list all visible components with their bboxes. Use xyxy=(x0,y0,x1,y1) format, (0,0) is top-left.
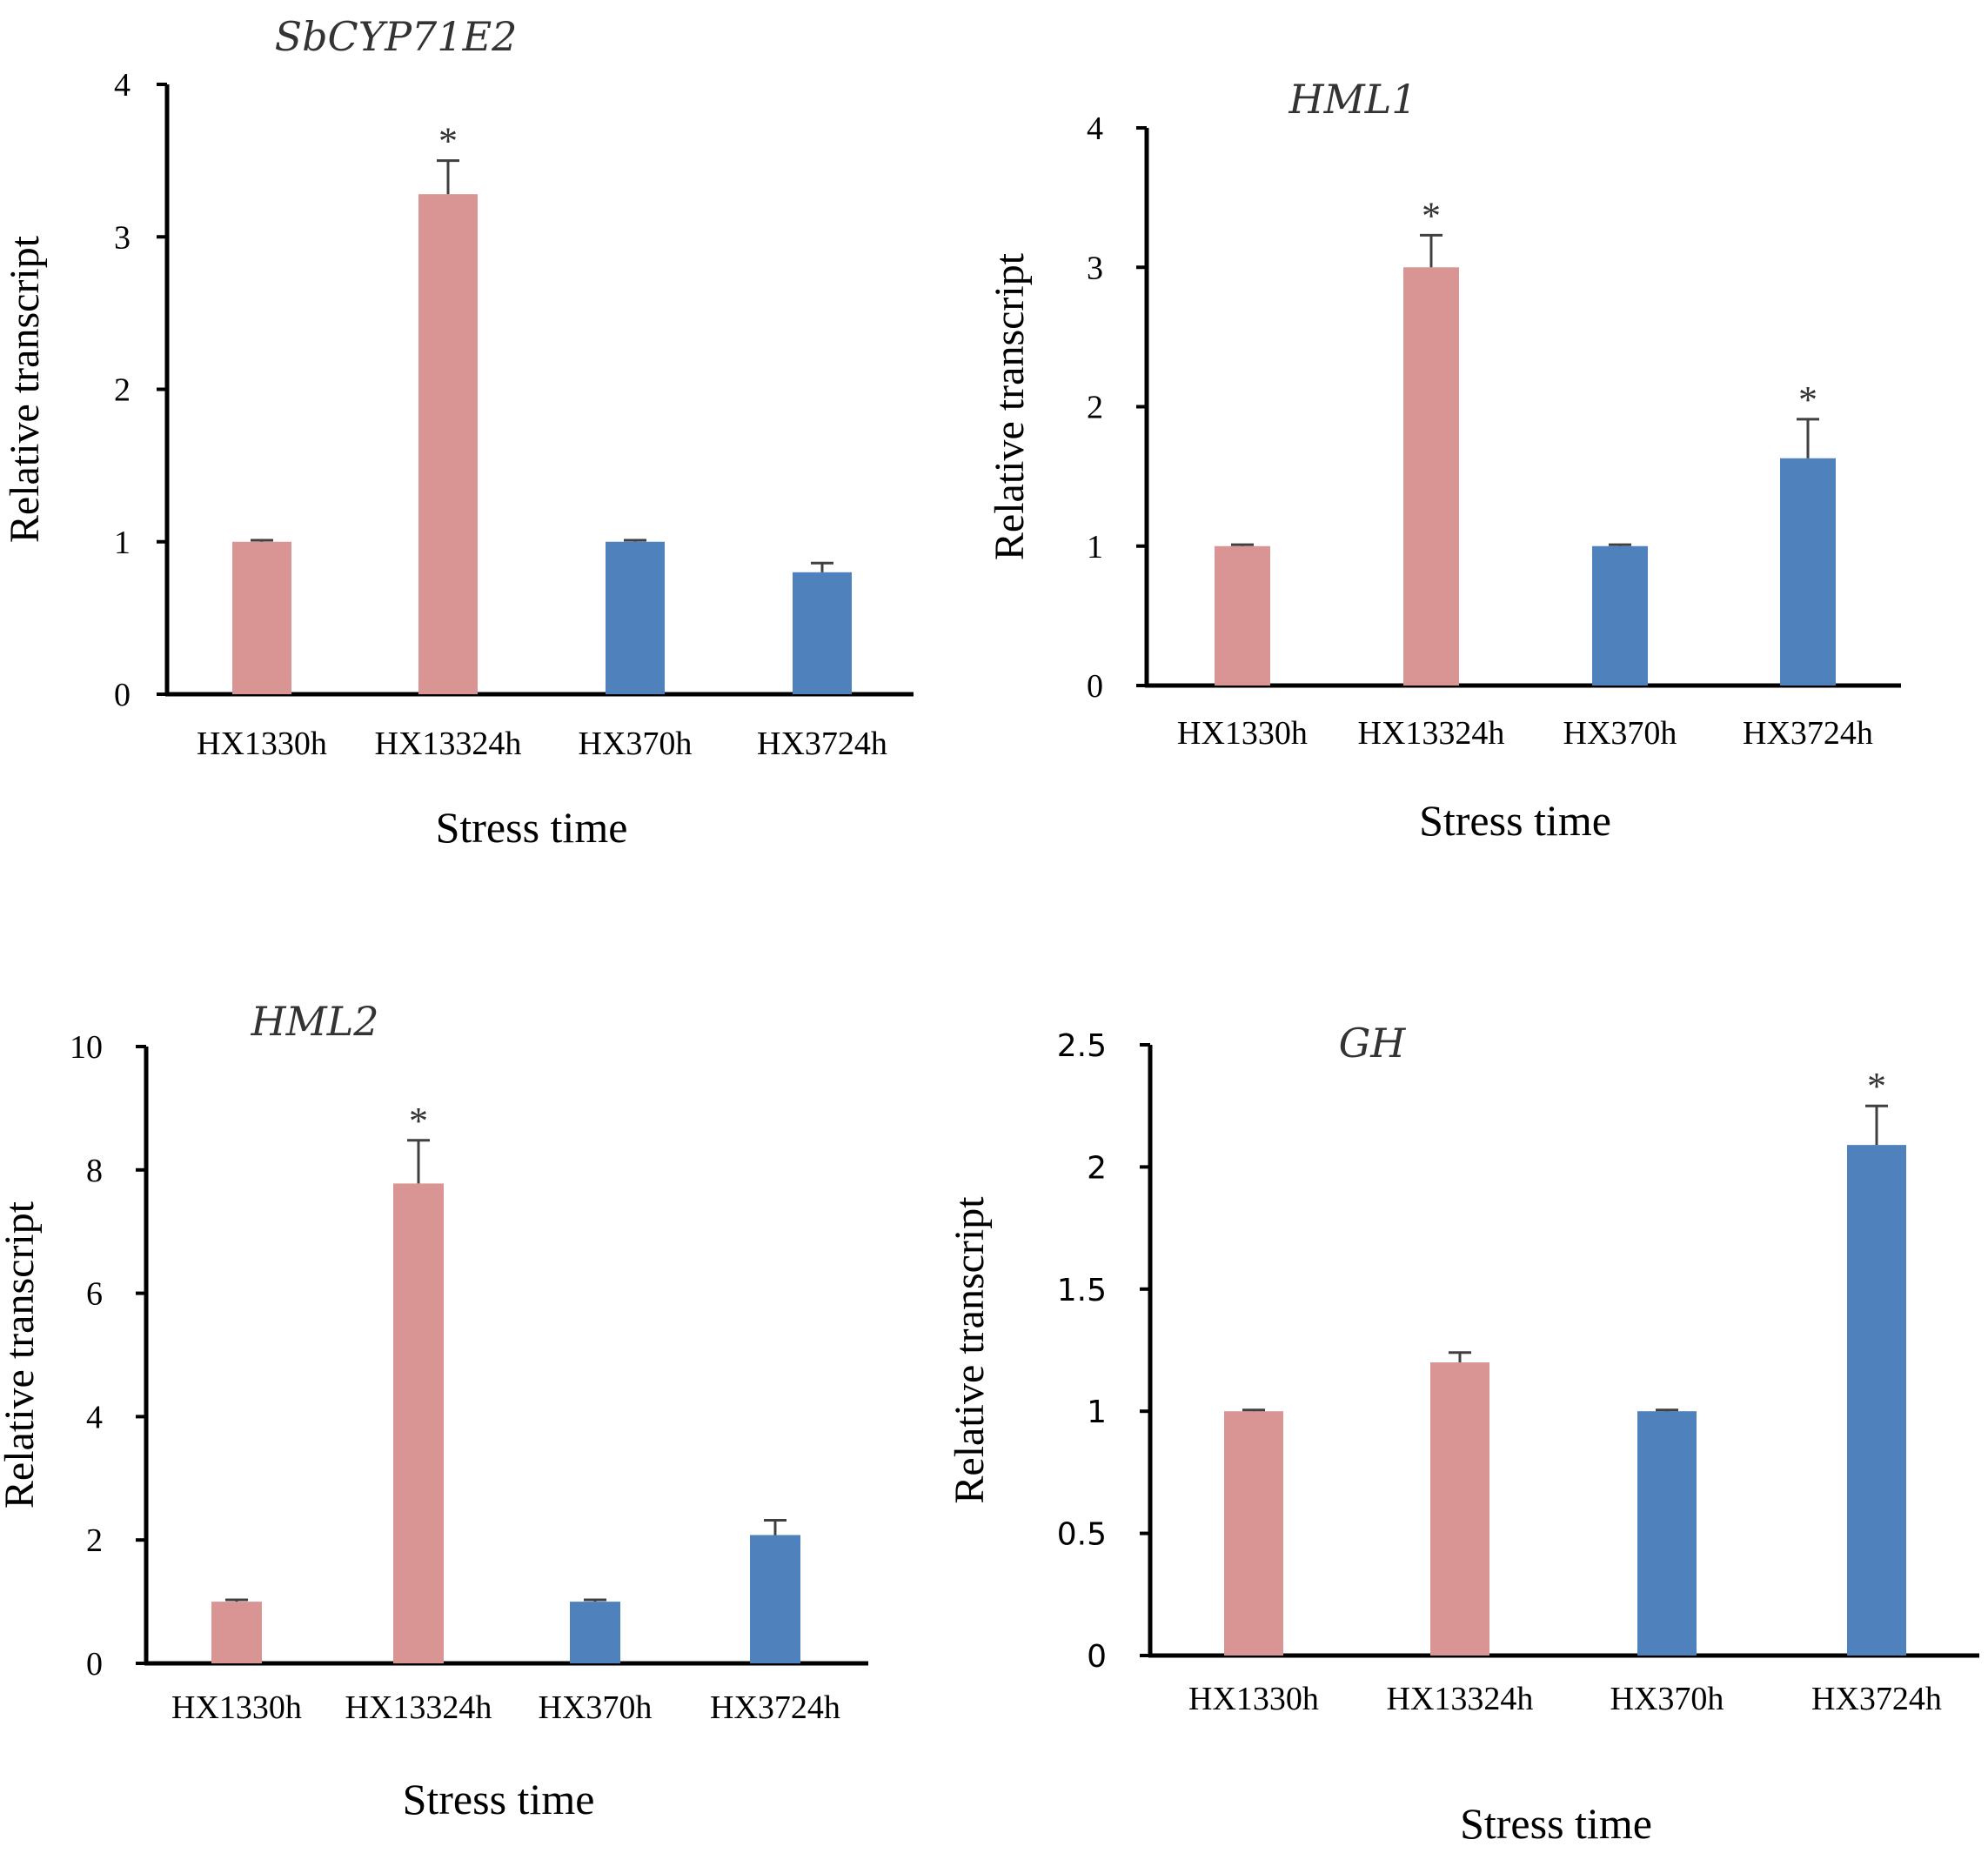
chart-2-bar-HX1330h xyxy=(1215,545,1270,686)
chart-2-significance-mark: * xyxy=(1798,378,1817,421)
chart-4-bar-HX370h xyxy=(1637,1411,1697,1656)
chart-3-y-axis-label: Relative transcript xyxy=(0,1201,43,1508)
chart-3-category-label: HX370h xyxy=(539,1689,653,1726)
chart-4-y-tick-label: 2.5 xyxy=(1057,1028,1107,1064)
chart-1-bar-HX1330h xyxy=(232,541,291,694)
chart-3-y-tick-label: 10 xyxy=(70,1029,103,1066)
chart-2-category-label: HX1330h xyxy=(1177,715,1308,752)
chart-2-bar-HX370h xyxy=(1592,545,1648,686)
chart-4-category-label: HX13324h xyxy=(1387,1681,1534,1717)
chart-4-category-label: HX370h xyxy=(1610,1681,1724,1717)
chart-1-y-tick-label: 1 xyxy=(114,525,131,561)
chart-3-title: HML2 xyxy=(250,998,378,1045)
chart-3-y-tick-label: 4 xyxy=(86,1399,103,1435)
chart-2-category-label: HX370h xyxy=(1563,715,1677,752)
chart-3-bar-HX13324h xyxy=(393,1183,444,1663)
chart-4-significance-mark: * xyxy=(1867,1065,1886,1107)
chart-4-y-tick-label: 0 xyxy=(1087,1639,1107,1675)
chart-3-significance-mark: * xyxy=(409,1100,428,1142)
chart-4-category-label: HX3724h xyxy=(1811,1681,1942,1717)
chart-4-category-label: HX1330h xyxy=(1188,1681,1319,1717)
chart-4-title: GH xyxy=(1339,1020,1407,1067)
chart-3-bar-HX370h xyxy=(570,1602,620,1663)
chart-2-x-axis-label: Stress time xyxy=(1419,796,1611,845)
chart-1-title: SbCYP71E2 xyxy=(275,13,518,60)
chart-4-bar-HX1330h xyxy=(1224,1411,1283,1656)
chart-1-y-tick-label: 2 xyxy=(114,372,131,409)
chart-3-category-label: HX13324h xyxy=(345,1689,492,1726)
chart-3-y-tick-label: 8 xyxy=(86,1153,103,1189)
chart-4-y-tick-label: 1 xyxy=(1087,1395,1107,1430)
chart-2-y-tick-label: 0 xyxy=(1087,668,1103,705)
chart-4-bar-HX13324h xyxy=(1430,1362,1489,1656)
chart-3-y-tick-label: 0 xyxy=(86,1646,103,1682)
chart-4-y-axis-label: Relative transcript xyxy=(947,1196,993,1504)
chart-2-bar-HX3724h xyxy=(1780,458,1836,686)
chart-4-y-tick-label: 0.5 xyxy=(1057,1517,1107,1553)
chart-2-y-tick-label: 3 xyxy=(1087,250,1103,286)
chart-4-y-tick-label: 2 xyxy=(1087,1150,1107,1186)
chart-4-y-tick-label: 1.5 xyxy=(1057,1273,1107,1308)
chart-4-x-axis-label: Stress time xyxy=(1460,1799,1652,1848)
chart-2-y-tick-label: 1 xyxy=(1087,529,1103,565)
chart-4-bar-HX3724h xyxy=(1847,1145,1906,1656)
chart-1-bar-HX3724h xyxy=(793,572,852,694)
chart-3-y-tick-label: 2 xyxy=(86,1522,103,1559)
chart-1-category-label: HX13324h xyxy=(375,726,522,762)
chart-3-bar-HX3724h xyxy=(750,1535,800,1663)
chart-2-bar-HX13324h xyxy=(1403,267,1459,686)
chart-1-category-label: HX370h xyxy=(579,726,693,762)
chart-2-category-label: HX3724h xyxy=(1743,715,1873,752)
chart-1-y-axis-label: Relative transcript xyxy=(2,235,48,543)
chart-1-x-axis-label: Stress time xyxy=(436,803,628,852)
chart-3-bar-HX1330h xyxy=(211,1602,262,1663)
chart-2-significance-mark: * xyxy=(1422,194,1441,237)
chart-1-y-tick-label: 0 xyxy=(114,677,131,713)
chart-1-bar-HX370h xyxy=(606,541,665,694)
chart-2-category-label: HX13324h xyxy=(1358,715,1505,752)
chart-1-y-tick-label: 3 xyxy=(114,219,131,256)
chart-2-y-tick-label: 4 xyxy=(1087,110,1103,147)
chart-1-y-tick-label: 4 xyxy=(114,67,131,104)
chart-3-category-label: HX3724h xyxy=(710,1689,840,1726)
chart-1-category-label: HX1330h xyxy=(197,726,327,762)
chart-1-category-label: HX3724h xyxy=(757,726,887,762)
chart-3-x-axis-label: Stress time xyxy=(403,1775,595,1823)
chart-2-y-tick-label: 2 xyxy=(1087,390,1103,426)
chart-2-y-axis-label: Relative transcript xyxy=(987,252,1033,560)
chart-1-bar-HX13324h xyxy=(418,194,478,694)
chart-3-category-label: HX1330h xyxy=(171,1689,302,1726)
chart-2-title: HML1 xyxy=(1288,76,1416,123)
chart-1-significance-mark: * xyxy=(438,120,458,163)
chart-3-y-tick-label: 6 xyxy=(86,1276,103,1313)
